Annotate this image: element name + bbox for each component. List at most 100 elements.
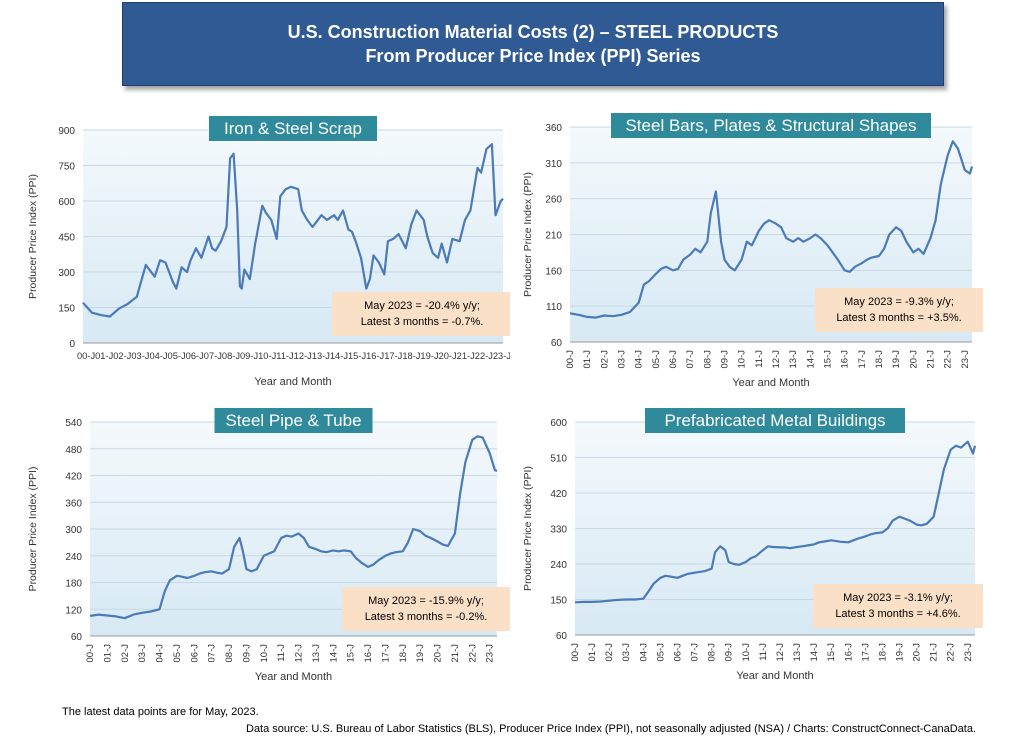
annotation-text: Latest 3 months = +4.6%.: [835, 608, 960, 620]
x-tick-label: 09-J: [241, 644, 252, 663]
x-tick-label: 09-J: [724, 643, 735, 662]
annotation-box: [342, 587, 510, 631]
x-tick-label: 16-J: [843, 643, 854, 662]
x-tick-label: 23-J: [960, 350, 971, 369]
y-tick-label: 420: [65, 472, 82, 483]
x-tick-label: 21-J: [929, 643, 940, 662]
x-tick-label: 01-J: [587, 643, 598, 662]
series-line: [569, 140, 974, 319]
annotation-text: May 2023 = -20.4% y/y;: [364, 300, 480, 312]
x-tick-label: 22-J: [467, 644, 478, 663]
x-tick-label: 15-J: [346, 644, 357, 663]
x-tick-label: 05-J: [172, 644, 183, 663]
x-tick-label: 07-J: [207, 644, 218, 663]
y-tick-label: 540: [65, 418, 82, 429]
x-tick-label: 18-J: [398, 644, 409, 663]
y-tick-label: 600: [550, 418, 567, 429]
x-tick-label: 06-J: [189, 644, 200, 663]
x-tick-label: 16-J: [363, 644, 374, 663]
x-axis-title: Year and Month: [732, 377, 809, 389]
y-tick-label: 480: [65, 445, 82, 456]
x-tick-label: 17-J: [857, 350, 868, 369]
data-source: Data source: U.S. Bureau of Labor Statis…: [246, 723, 976, 735]
x-tick-label: 11-J: [276, 644, 287, 662]
chart-title-box: [611, 113, 931, 138]
chart-title: Prefabricated Metal Buildings: [664, 411, 885, 430]
x-tick-label: 12-J: [294, 644, 305, 663]
chart-steel-pipe-tube: 60 120 180 240 300 360 420 480 540 00-J 01-J 02-J 03…: [27, 408, 510, 683]
x-tick-label: 13-J: [788, 350, 799, 369]
y-tick-label: 420: [550, 489, 567, 500]
y-tick-label: 0: [69, 339, 75, 350]
x-tick-label: 02-J: [599, 350, 610, 369]
x-tick-label: 19-J: [895, 643, 906, 662]
x-tick-label: 05-J: [651, 350, 662, 369]
x-tick-label: 12-J: [771, 350, 782, 369]
annotation-text: Latest 3 months = +3.5%.: [836, 312, 961, 324]
y-tick-label: 510: [550, 454, 567, 465]
x-tick-label: 04-J: [155, 644, 166, 663]
x-tick-label: 00-J: [85, 644, 96, 663]
x-tick-label: 13-J: [311, 644, 322, 663]
x-tick-label: 05-J: [655, 643, 666, 662]
y-tick-label: 360: [545, 123, 562, 134]
x-tick-label: 18-J: [874, 350, 885, 369]
y-tick-label: 360: [65, 498, 82, 509]
chart-prefab-metal-buildings: 60 150 240 330 420 510 600 00-J 01-J 02-J 03-J 04-J…: [522, 408, 983, 682]
x-tick-label: 02-J: [604, 643, 615, 662]
y-axis-title: Producer Price Index (PPI): [27, 467, 39, 592]
chart-steel-bars-plates: 60 110 160 210 260 310 360 00-J 01-J 02-J 03-J 04-J…: [522, 113, 983, 389]
y-tick-label: 330: [550, 525, 567, 536]
x-tick-label: 15-J: [822, 350, 833, 369]
x-axis-title: Year and Month: [736, 670, 813, 682]
x-tick-labels: 00-J01-J02-J03-J04-J05-J06-J07-J08-J09-J…: [77, 351, 510, 362]
x-tick-label: 20-J: [433, 644, 444, 663]
x-tick-label: 22-J: [943, 350, 954, 369]
x-tick-label: 18-J: [877, 643, 888, 662]
annotation-text: May 2023 = -3.1% y/y;: [843, 592, 953, 604]
x-tick-label: 19-J: [891, 350, 902, 369]
annotation-box: [815, 288, 983, 332]
x-tick-label: 14-J: [805, 350, 816, 369]
y-tick-label: 210: [545, 231, 562, 242]
annotation-text: May 2023 = -15.9% y/y;: [368, 595, 484, 607]
y-tick-label: 160: [545, 266, 562, 277]
x-tick-label: 17-J: [380, 644, 391, 663]
y-tick-label: 450: [58, 233, 75, 244]
x-tick-label: 06-J: [668, 350, 679, 369]
series-line: [574, 440, 977, 604]
x-tick-label: 17-J: [860, 643, 871, 662]
y-tick-label: 180: [65, 579, 82, 590]
x-tick-label: 21-J: [925, 350, 936, 369]
y-tick-label: 260: [545, 195, 562, 206]
x-axis-title: Year and Month: [255, 671, 332, 683]
series-line: [82, 143, 504, 318]
x-tick-label: 12-J: [775, 643, 786, 662]
y-tick-label: 240: [65, 552, 82, 563]
y-tick-label: 300: [58, 268, 75, 279]
x-tick-label: 06-J: [672, 643, 683, 662]
x-tick-label: 21-J: [450, 644, 461, 663]
annotation-box: [332, 292, 510, 336]
chart-title: Steel Bars, Plates & Structural Shapes: [625, 116, 916, 135]
x-tick-label: 03-J: [137, 644, 148, 663]
x-tick-label: 01-J: [582, 350, 593, 369]
y-tick-label: 240: [550, 560, 567, 571]
annotation-text: Latest 3 months = -0.7%.: [361, 316, 484, 328]
y-tick-label: 60: [71, 632, 83, 643]
x-tick-label: 13-J: [792, 643, 803, 662]
x-tick-label: 14-J: [328, 644, 339, 663]
x-tick-label: 20-J: [908, 350, 919, 369]
chart-title-box: [209, 116, 377, 141]
x-tick-label: 07-J: [690, 643, 701, 662]
x-tick-label: 23-J: [485, 644, 496, 663]
subtitle: From Producer Price Index (PPI) Series: [365, 46, 701, 66]
x-tick-label: 10-J: [741, 643, 752, 662]
footnote: The latest data points are for May, 2023…: [62, 706, 259, 718]
chart-title: Iron & Steel Scrap: [224, 119, 362, 138]
chart-title-box: [214, 408, 373, 433]
title-banner: U.S. Construction Material Costs (2) – S…: [122, 2, 944, 86]
y-tick-label: 310: [545, 159, 562, 170]
x-tick-label: 11-J: [758, 643, 769, 661]
x-tick-label: 08-J: [702, 350, 713, 369]
